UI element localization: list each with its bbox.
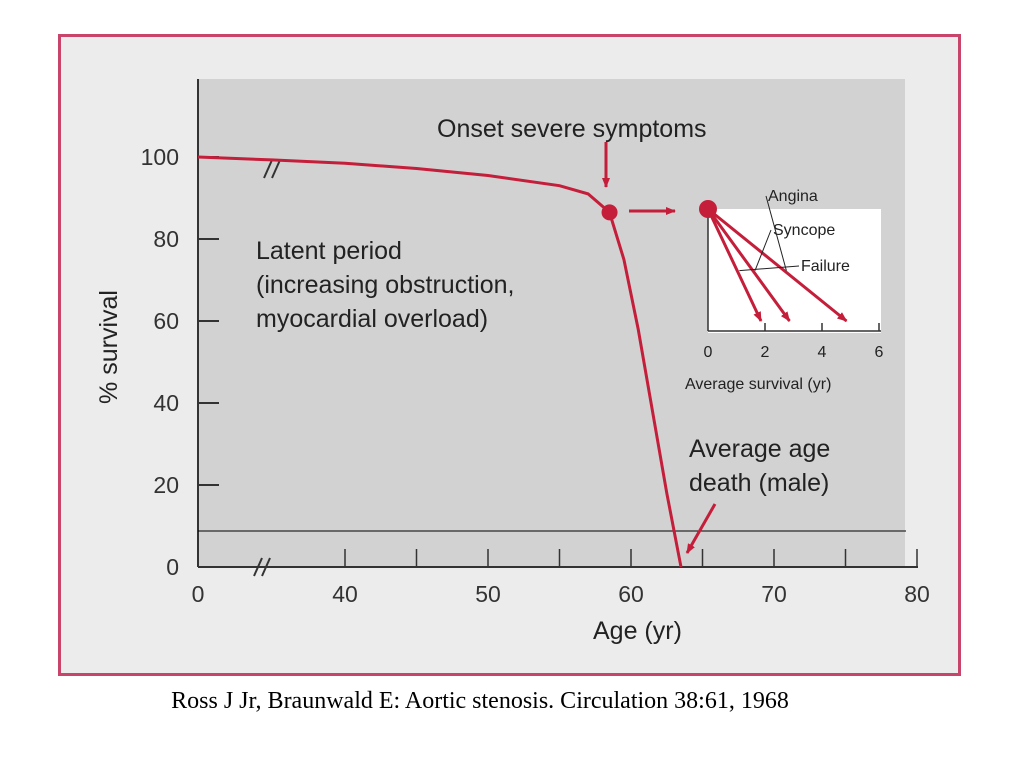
inset-leader-angina — [765, 195, 787, 271]
x-axis-label: Age (yr) — [593, 617, 682, 645]
inset-chart: 0 2 4 6 Angina Syncope Failure Average surviv… — [685, 188, 884, 393]
citation: Ross J Jr, Braunwald E: Aortic stenosis.… — [171, 688, 789, 714]
inset-x-tick-label: 6 — [875, 344, 884, 361]
inset-line-angina — [707, 207, 848, 323]
inset-line-failure — [706, 208, 763, 322]
inset-series-label-syncope: Syncope — [773, 222, 835, 239]
death-arrow — [685, 503, 717, 554]
x-tick-label: 40 — [332, 581, 358, 607]
axis-break-mark — [263, 159, 273, 179]
inset-x-tick-label: 2 — [761, 344, 770, 361]
y-tick-label: 0 — [166, 554, 179, 580]
inset-line-syncope — [706, 208, 791, 322]
y-tick-label: 80 — [153, 226, 179, 252]
latent-label-3: myocardial overload) — [256, 305, 488, 333]
inset-leader-failure — [739, 265, 800, 272]
axis-break-mark — [253, 557, 263, 577]
inset-x-tick-label: 0 — [704, 344, 713, 361]
x-tick-label: 0 — [192, 581, 205, 607]
inset-leader-syncope — [754, 229, 772, 271]
inset-series-label-angina: Angina — [768, 188, 818, 205]
latent-label-2: (increasing obstruction, — [256, 271, 514, 299]
x-tick-label: 80 — [904, 581, 930, 607]
inset-start-point — [699, 200, 717, 218]
y-tick-label: 40 — [153, 390, 179, 416]
onset-point — [601, 204, 618, 221]
onset-label: Onset severe symptoms — [437, 115, 707, 143]
x-tick-label: 70 — [761, 581, 787, 607]
inset-x-tick-label: 4 — [818, 344, 827, 361]
y-tick-label: 60 — [153, 308, 179, 334]
inset-series-label-failure: Failure — [801, 258, 850, 275]
x-tick-label: 50 — [475, 581, 501, 607]
x-tick-label: 60 — [618, 581, 644, 607]
axis-break-mark — [261, 557, 271, 577]
latent-label-1: Latent period — [256, 237, 402, 265]
inset-x-label: Average survival (yr) — [685, 376, 831, 393]
survival-curve — [197, 155, 683, 568]
axis-break-mark — [271, 159, 281, 179]
y-tick-label: 100 — [141, 144, 179, 170]
death-label-2: death (male) — [689, 469, 829, 497]
death-label-1: Average age — [689, 435, 830, 463]
y-tick-label: 20 — [153, 472, 179, 498]
y-axis-label: % survival — [95, 290, 123, 404]
figure-frame: 0 20 40 60 80 100 0 40 50 60 70 80 Onset severe sy… — [58, 34, 961, 676]
